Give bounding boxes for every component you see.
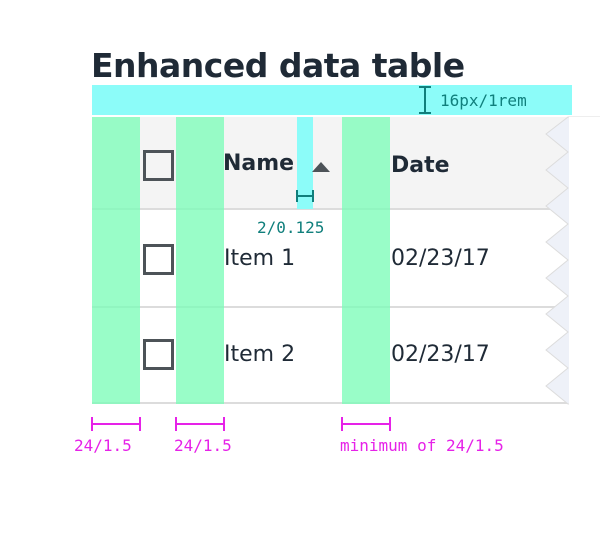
top-padding-highlight — [92, 85, 572, 115]
col2-width-label: 24/1.5 — [174, 436, 232, 455]
column-header-date[interactable]: Date — [391, 153, 450, 178]
sort-ascending-icon — [312, 162, 330, 172]
column-header-name[interactable]: Name — [223, 151, 295, 176]
row-2-name: Item 2 — [224, 342, 296, 367]
sort-gap-label: 2/0.125 — [257, 218, 325, 237]
row-divider — [92, 306, 568, 308]
sort-gap-marker — [296, 190, 314, 202]
top-padding-label: 16px/1rem — [440, 91, 527, 110]
width-marker-3 — [341, 417, 391, 431]
width-marker-2 — [175, 417, 225, 431]
spacing-column-3 — [342, 117, 390, 404]
row-1-name: Item 1 — [224, 246, 296, 271]
width-marker-1 — [91, 417, 141, 431]
sort-icon-gap-highlight — [297, 117, 313, 209]
row-checkbox[interactable] — [143, 339, 174, 370]
header-checkbox[interactable] — [143, 150, 174, 181]
spacing-column-1 — [92, 117, 140, 404]
col1-width-label: 24/1.5 — [74, 436, 132, 455]
row-checkbox[interactable] — [143, 244, 174, 275]
diagram-title: Enhanced data table — [91, 46, 465, 85]
col3-width-label: minimum of 24/1.5 — [340, 436, 504, 455]
row-1-date: 02/23/17 — [391, 246, 490, 271]
row-divider — [92, 208, 568, 210]
spacing-column-2 — [176, 117, 224, 404]
row-divider — [92, 402, 568, 404]
row-2-date: 02/23/17 — [391, 342, 490, 367]
top-padding-marker — [419, 86, 431, 114]
